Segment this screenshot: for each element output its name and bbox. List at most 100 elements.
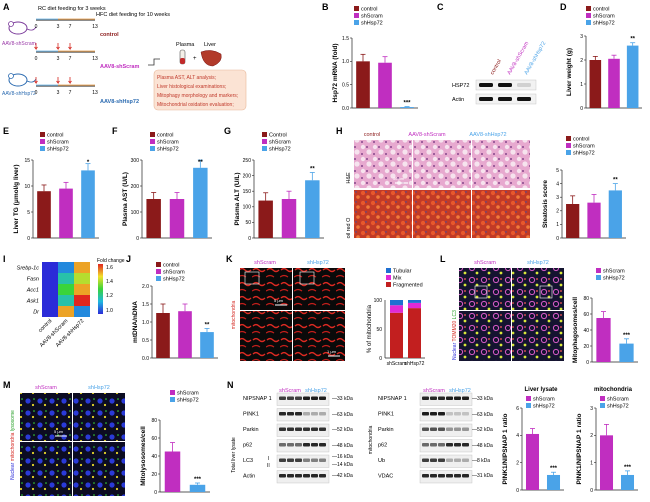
legend-swatch [40,146,45,151]
significance: * [87,160,90,166]
group-label: shHsp72 [305,388,327,394]
plus-sign: + [193,56,197,62]
kda-label: —52 kDa [472,427,493,433]
legend-swatch [566,150,571,155]
analysis-item: Liver histological examinations; [157,84,226,90]
blot-band [295,458,302,462]
bar-chart-l: 0 20 40 60 80 Mitophagosomes/cell *** shScramsh… [572,268,638,366]
blot-strip [419,454,473,468]
zoom-box [299,271,315,285]
blot-band [446,396,453,400]
legend-entry: shHsp72 [361,21,383,27]
heatmap-cell [58,306,74,317]
bar [546,474,561,490]
injection-arrow [34,77,38,85]
side-label-part: lysosome [10,410,16,431]
legend-swatch [150,139,155,144]
legend-swatch [40,132,45,137]
legend-entry: control [157,133,174,139]
mito-micrograph [240,268,292,310]
kda-label: —48 kDa [472,443,493,449]
legend-entry: shHsp72 [177,398,199,404]
panel-d: D 0 1 2 3 Liver weight (g) ** controlshScramsh… [560,2,642,112]
panel-label: D [560,2,567,12]
blot-band [319,458,326,462]
timeline-tick: 13 [92,90,98,96]
blot-band [454,396,461,400]
legend-entry: shHsp72 [269,147,291,153]
y-tick-label: 1.0 [142,320,149,326]
blot-row-label: PINK1 [243,412,259,418]
bar [281,199,297,238]
legend-entry: shHsp72 [603,276,625,282]
bar [258,200,273,238]
legend-entry: shScram [533,397,555,403]
y-tick-label: 1 [590,460,593,466]
significance: ** [630,37,635,43]
legend-entry: control [573,137,590,143]
group-aav-shhsp72: AAV8-shHsp72 [2,91,36,97]
panel-a: A RC diet feeding for 3 weeks HFC diet f… [2,2,247,111]
y-axis-label: Liver TG (μmol/g liver) [13,165,20,234]
blot-band [295,412,302,416]
group-label: shScram [423,388,445,394]
blot-band [422,443,429,447]
blot-band [319,427,326,431]
blot-row-label: Parkin [243,427,259,433]
zoom-box [244,271,260,285]
if-micrograph [20,393,72,441]
legend-entry: shScram [607,397,629,403]
scale-bar-label: 5 μm [274,298,284,303]
legend-swatch [156,276,161,281]
y-axis-label: Steatosis score [542,180,549,228]
y-tick-label: 2 [590,433,593,439]
injection-arrow [68,77,72,85]
he-micrograph [413,140,471,188]
blot-band [517,97,531,101]
y-tick-label: 4 [516,433,519,439]
legend-swatch [262,132,267,137]
significance: ** [613,178,618,184]
side-label-part: TOMM20 [452,320,458,341]
gene-label: Fasn [27,277,39,283]
blot-band [462,427,469,431]
y-tick-label: 1.0 [342,59,349,65]
bar [626,45,639,108]
bar-chart-g: 0 50 100 150 200 250 Plasma ALT (U/L) ** Control… [234,132,324,242]
legend-entry: shHsp72 [593,21,615,27]
bar [169,199,185,238]
blot-strip [419,392,473,406]
zoom-box [474,285,488,299]
colorbar [98,264,103,314]
bar [596,318,611,362]
y-tick-label: 15 [24,158,30,164]
oil-red-micrograph [413,190,471,238]
colorbar-tick: 1.6 [106,265,113,271]
y-axis-label: Mitolysosomes/cell [140,426,147,486]
hfc-diet-note: HFC diet feeding for 10 weeks [96,12,170,18]
legend-swatch [40,139,45,144]
panel-label: G [224,126,231,136]
blot-band [462,458,469,462]
bar [620,474,635,490]
blot-band [462,443,469,447]
y-tick-label: 200 [131,184,140,190]
blot-band [446,412,453,416]
bar-chart-n-mito: 0 1 2 3 PINK1/NIPSNAP 1 ratio *** shScramshHsp… [576,396,638,494]
if-zoom [20,442,72,496]
bar [164,451,181,492]
legend-swatch [150,132,155,137]
legend-entry: shScram [573,144,595,150]
kda-label: —52 kDa [332,427,353,433]
y-tick-label: 300 [131,158,140,164]
group-label: shHsp72 [449,388,471,394]
y-tick-label: 0 [379,356,382,362]
blot-band [438,474,445,478]
panel-label: E [3,126,9,136]
column-label: AAV8-shHsp72 [469,132,506,138]
heatmap-cell [42,284,58,295]
analysis-item: Mitochondrial oxidation evaluation; [157,102,234,108]
blot-row-label: LC3 [243,458,253,464]
